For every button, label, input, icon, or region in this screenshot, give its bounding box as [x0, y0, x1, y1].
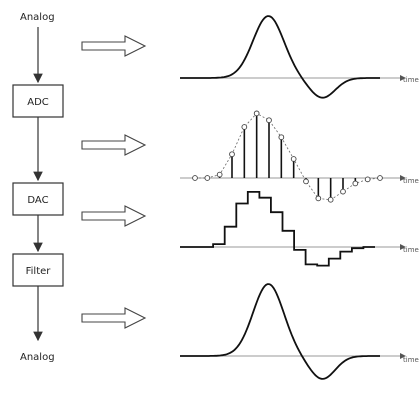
sample-envelope: [195, 112, 381, 201]
axis-arrowhead: [400, 244, 406, 250]
sample-point: [253, 110, 260, 117]
pulse-curve: [180, 15, 380, 99]
hollow-arrows: [81, 35, 147, 329]
staircase-graph: [180, 191, 406, 267]
analog-input-graph: [180, 15, 406, 99]
analog-output-graph: [180, 283, 406, 380]
sample-point: [241, 124, 248, 130]
input-label: Analog: [20, 12, 55, 23]
sample-point: [315, 195, 322, 202]
sample-point: [377, 175, 383, 181]
output-label: Analog: [20, 352, 55, 363]
sample-point: [290, 156, 297, 162]
time-label-3: time: [403, 246, 419, 254]
filter-block: [12, 253, 64, 287]
time-label-1: time: [403, 76, 419, 84]
dac-label: DAC: [27, 195, 48, 206]
pulse-curve: [180, 283, 380, 380]
adc-label: ADC: [27, 97, 49, 108]
hollow-arrow-4: [81, 307, 147, 329]
sample-point: [364, 176, 371, 183]
filter-label: Filter: [26, 266, 52, 277]
sample-point: [303, 178, 309, 185]
sample-point: [204, 175, 211, 181]
hollow-arrow-3: [81, 205, 147, 227]
sample-point: [340, 188, 346, 195]
dac-block: [12, 182, 64, 216]
sample-point: [278, 134, 285, 141]
sampled-graph: [180, 110, 406, 203]
time-label-4: time: [403, 356, 419, 364]
sample-point: [192, 175, 198, 181]
axis-arrowhead: [400, 353, 406, 359]
axis-arrowhead: [400, 175, 406, 181]
hollow-arrow-1: [81, 35, 147, 57]
sample-point: [327, 196, 334, 203]
sample-point: [229, 151, 235, 158]
sample-point: [216, 171, 223, 178]
axis-arrowhead: [400, 75, 406, 81]
time-label-2: time: [403, 177, 419, 185]
sample-point: [352, 180, 359, 187]
sample-point: [266, 117, 272, 124]
hollow-arrow-2: [81, 134, 147, 156]
staircase-curve: [180, 191, 375, 267]
